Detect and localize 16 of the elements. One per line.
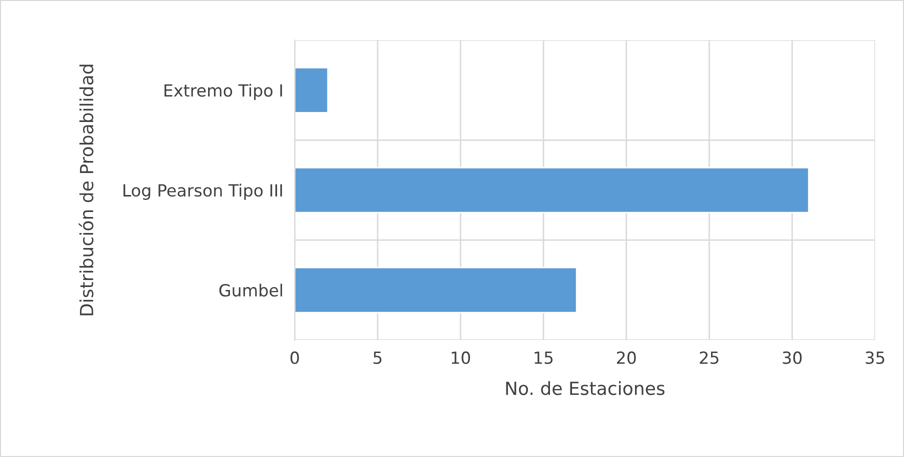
y-tick-label: Extremo Tipo I [164,84,282,100]
y-axis-title: Distribución de Probabilidad [78,64,94,316]
bar [294,166,810,214]
x-tick-label: 20 [616,351,636,364]
x-tick-label: 10 [452,351,470,364]
x-tick-label: 5 [374,352,382,364]
x-tick-label: 30 [782,351,802,364]
x-axis-title: No. de Estaciones [506,381,664,396]
bar [294,67,329,114]
y-tick-label: Gumbel [219,284,282,297]
x-tick-label: 15 [534,352,553,364]
x-tick-label: 25 [700,351,718,364]
x-tick-label: 0 [290,351,299,364]
bar [294,266,578,314]
x-tick-label: 35 [866,351,884,364]
y-tick-label: Log Pearson Tipo III [124,184,282,200]
